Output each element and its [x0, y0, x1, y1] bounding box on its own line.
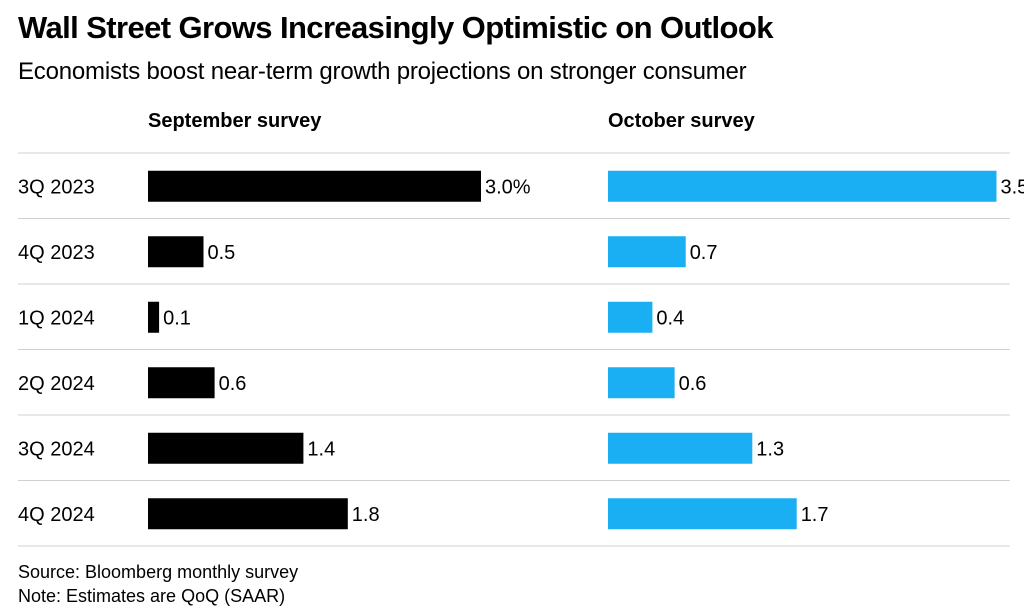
category-label: 1Q 2024 [18, 307, 95, 329]
data-label: 1.4 [307, 438, 335, 460]
bar-september [148, 170, 481, 202]
source-note: Source: Bloomberg monthly survey [18, 562, 299, 582]
bar-september [148, 367, 215, 399]
category-label: 3Q 2024 [18, 438, 95, 460]
bar-october [608, 432, 753, 464]
bar-september [148, 301, 160, 333]
data-label: 0.5 [208, 242, 236, 264]
bar-october [608, 367, 675, 399]
bar-october [608, 498, 797, 530]
data-label: 0.1 [163, 307, 191, 329]
bar-october [608, 170, 997, 202]
bar-october [608, 236, 686, 268]
bar-september [148, 236, 204, 268]
bar-september [148, 498, 348, 530]
data-label: 0.6 [219, 373, 247, 395]
chart-subtitle: Economists boost near-term growth projec… [18, 58, 747, 85]
data-label: 0.7 [690, 242, 718, 264]
bar-october [608, 301, 653, 333]
data-label: 3.5% [1001, 176, 1024, 198]
data-label: 0.4 [656, 307, 684, 329]
october-survey-header: October survey [608, 110, 755, 132]
september-survey-header: September survey [148, 110, 322, 132]
category-label: 4Q 2023 [18, 242, 95, 264]
estimates-note: Note: Estimates are QoQ (SAAR) [18, 586, 286, 606]
category-label: 2Q 2024 [18, 373, 95, 395]
category-label: 4Q 2024 [18, 504, 95, 526]
data-label: 0.6 [679, 373, 707, 395]
bar-september [148, 432, 304, 464]
category-label: 3Q 2023 [18, 176, 95, 198]
data-label: 1.8 [352, 504, 380, 526]
data-label: 1.7 [801, 504, 829, 526]
data-label: 3.0% [485, 176, 531, 198]
chart-title: Wall Street Grows Increasingly Optimisti… [18, 10, 773, 45]
data-label: 1.3 [756, 438, 784, 460]
